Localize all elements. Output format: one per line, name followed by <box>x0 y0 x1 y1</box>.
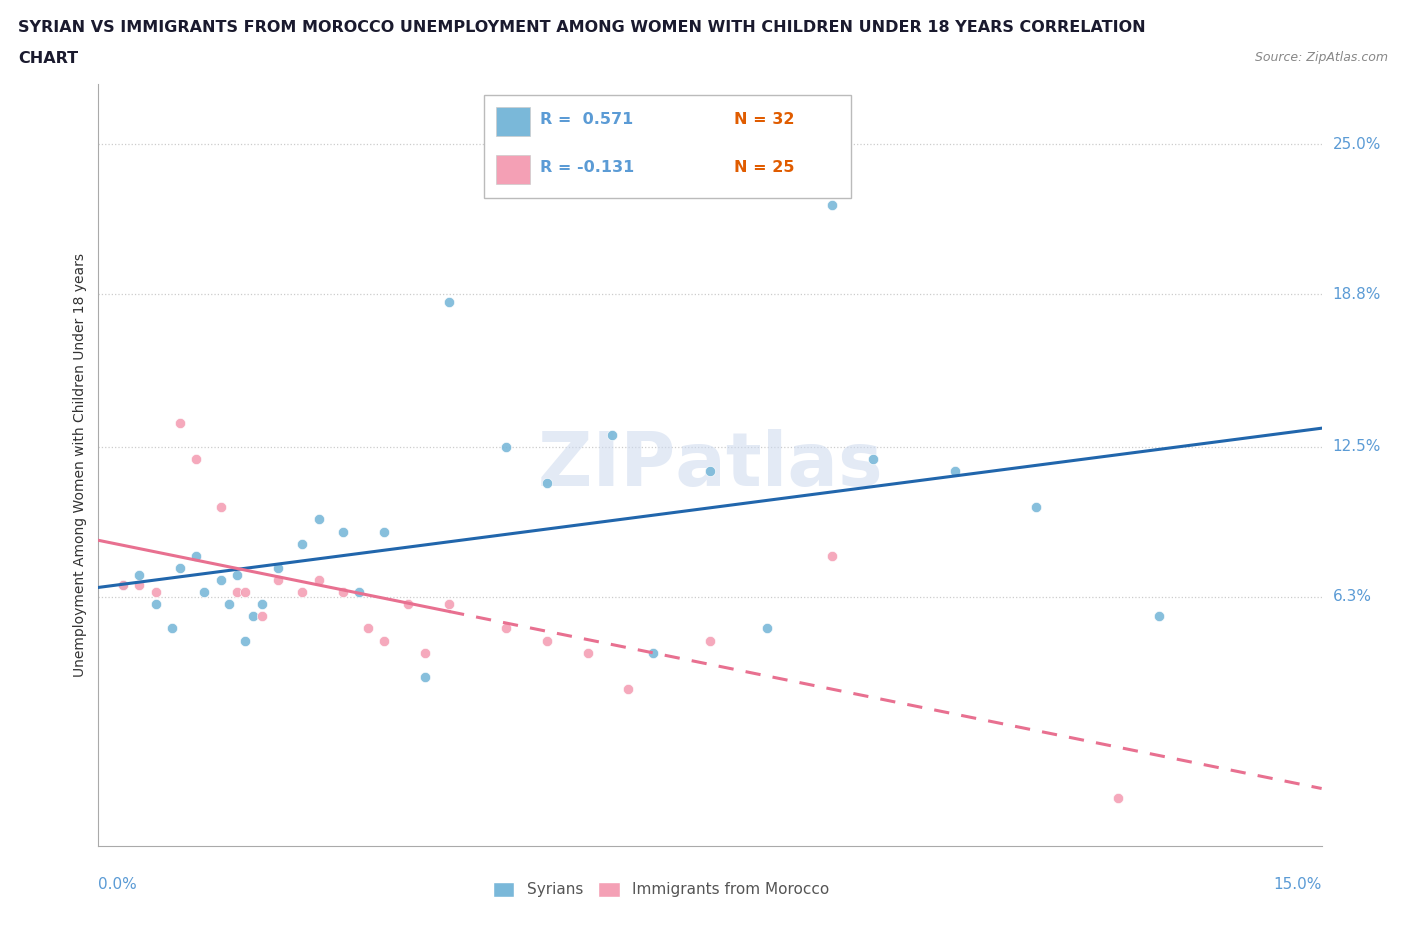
Point <box>250 609 273 624</box>
Text: R = -0.131: R = -0.131 <box>540 160 634 175</box>
FancyBboxPatch shape <box>496 155 530 184</box>
Text: R =  0.571: R = 0.571 <box>540 112 633 127</box>
Point <box>226 585 249 600</box>
Point <box>209 573 232 588</box>
Point <box>373 633 395 648</box>
Point <box>145 597 167 612</box>
Point <box>332 585 354 600</box>
Point <box>373 525 395 539</box>
Point <box>495 621 517 636</box>
Point <box>242 609 264 624</box>
Point <box>699 633 721 648</box>
Point <box>1025 500 1047 515</box>
Point <box>332 525 354 539</box>
Point <box>233 633 256 648</box>
Text: N = 32: N = 32 <box>734 112 794 127</box>
Point <box>699 464 721 479</box>
Text: ZIP​atlas: ZIP​atlas <box>537 429 883 501</box>
Text: CHART: CHART <box>18 51 79 66</box>
Point <box>233 585 256 600</box>
Point <box>600 427 623 442</box>
Point <box>128 578 150 592</box>
Point <box>169 561 191 576</box>
Text: 0.0%: 0.0% <box>98 877 138 892</box>
Point <box>226 567 249 582</box>
Point <box>821 197 844 212</box>
Legend: Syrians, Immigrants from Morocco: Syrians, Immigrants from Morocco <box>486 876 835 903</box>
Point <box>145 585 167 600</box>
Point <box>356 621 378 636</box>
Point <box>267 561 290 576</box>
FancyBboxPatch shape <box>496 107 530 137</box>
Point <box>1107 790 1129 805</box>
Text: 6.3%: 6.3% <box>1333 590 1372 604</box>
Text: Source: ZipAtlas.com: Source: ZipAtlas.com <box>1254 51 1388 64</box>
Point <box>1147 609 1170 624</box>
Point <box>169 415 191 430</box>
FancyBboxPatch shape <box>484 95 851 198</box>
Point <box>209 500 232 515</box>
Point <box>218 597 240 612</box>
Text: SYRIAN VS IMMIGRANTS FROM MOROCCO UNEMPLOYMENT AMONG WOMEN WITH CHILDREN UNDER 1: SYRIAN VS IMMIGRANTS FROM MOROCCO UNEMPL… <box>18 20 1146 35</box>
Point <box>267 573 290 588</box>
Point <box>756 621 779 636</box>
Point <box>111 578 134 592</box>
Text: 25.0%: 25.0% <box>1333 137 1381 152</box>
Point <box>617 682 640 697</box>
Text: 18.8%: 18.8% <box>1333 286 1381 302</box>
Point <box>186 549 208 564</box>
Point <box>943 464 966 479</box>
Point <box>862 451 884 466</box>
Point <box>821 549 844 564</box>
Point <box>111 578 134 592</box>
Point <box>536 633 558 648</box>
Point <box>413 645 436 660</box>
Point <box>536 476 558 491</box>
Point <box>413 670 436 684</box>
Point <box>641 645 664 660</box>
Point <box>576 645 599 660</box>
Point <box>308 512 330 527</box>
Point <box>186 451 208 466</box>
Text: N = 25: N = 25 <box>734 160 794 175</box>
Point <box>437 294 460 309</box>
Point <box>160 621 183 636</box>
Point <box>250 597 273 612</box>
Point <box>291 585 314 600</box>
Point <box>437 597 460 612</box>
Text: 15.0%: 15.0% <box>1274 877 1322 892</box>
Point <box>128 567 150 582</box>
Point <box>193 585 215 600</box>
Point <box>291 537 314 551</box>
Y-axis label: Unemployment Among Women with Children Under 18 years: Unemployment Among Women with Children U… <box>73 253 87 677</box>
Point <box>396 597 419 612</box>
Point <box>349 585 371 600</box>
Point <box>308 573 330 588</box>
Text: 12.5%: 12.5% <box>1333 439 1381 455</box>
Point <box>495 439 517 454</box>
